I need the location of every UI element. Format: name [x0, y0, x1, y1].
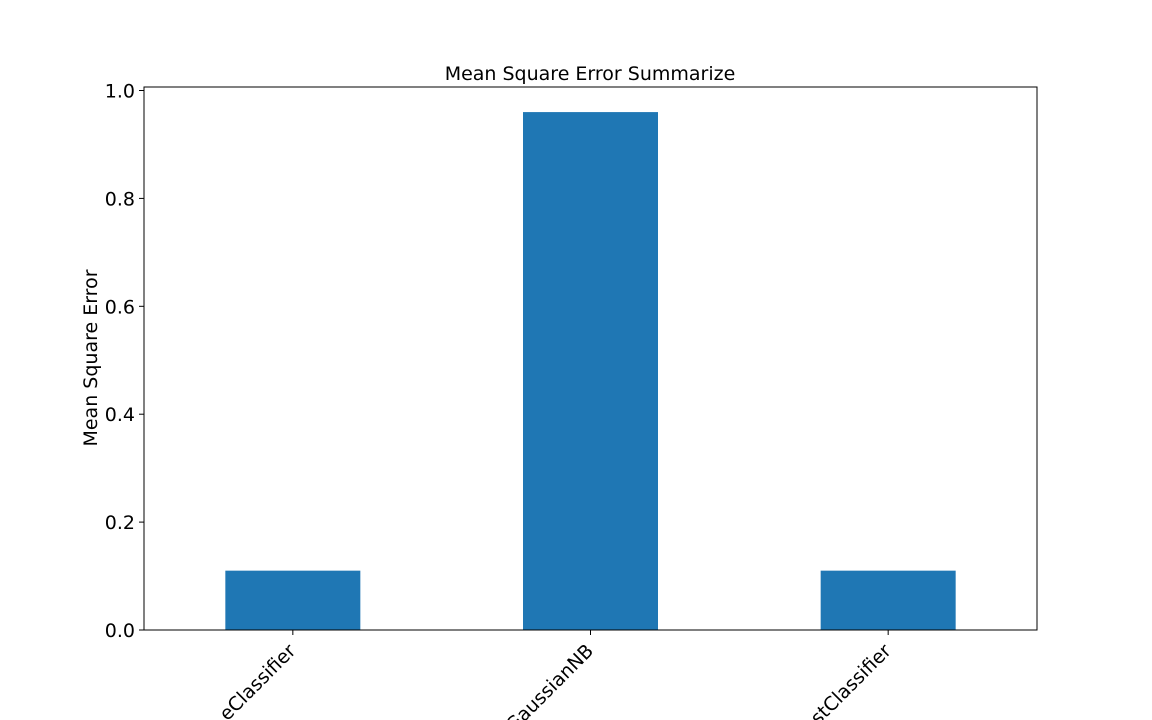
- y-axis-ticks: 0.0 0.2 0.4 0.6 0.8 1.0: [105, 81, 144, 642]
- y-tick-label: 0.8: [105, 188, 135, 210]
- bars-group: [225, 112, 956, 631]
- bar: [225, 570, 361, 630]
- x-tick-label: eClassifier: [215, 640, 300, 720]
- y-tick-label: 1.0: [105, 81, 135, 103]
- x-tick-label: GaussianNB: [502, 640, 598, 720]
- y-tick-label: 0.0: [105, 620, 135, 642]
- y-axis-label: Mean Square Error: [80, 269, 102, 446]
- y-tick-label: 0.2: [105, 512, 135, 534]
- x-axis-ticks: eClassifier GaussianNB stClassifier: [215, 630, 896, 720]
- bar: [523, 112, 658, 631]
- y-tick-label: 0.4: [105, 404, 135, 426]
- chart-title: Mean Square Error Summarize: [445, 63, 736, 85]
- bar: [820, 570, 956, 630]
- y-tick-label: 0.6: [105, 296, 135, 318]
- x-tick-label: stClassifier: [807, 640, 896, 720]
